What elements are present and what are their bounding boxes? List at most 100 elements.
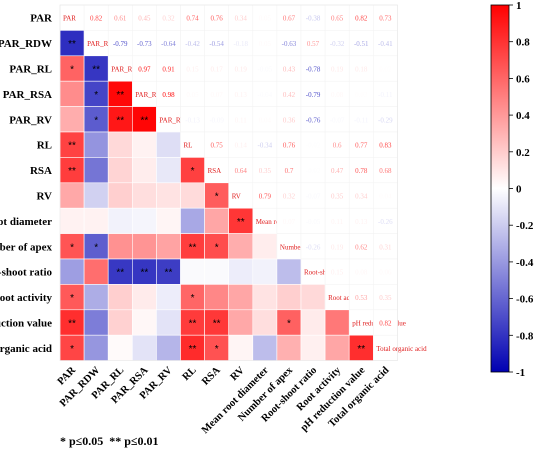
correlation-value: -0.79: [113, 40, 128, 48]
value-cell: [324, 4, 350, 31]
heatmap-cell: [107, 182, 133, 209]
significance-mark: **: [68, 319, 76, 330]
significance-mark: **: [116, 115, 124, 126]
correlation-value: 0.05: [186, 91, 199, 99]
colorbar-tick-label: -0.2: [516, 220, 534, 232]
correlation-value: 0.7: [285, 167, 294, 175]
row-label: RV: [36, 191, 52, 203]
heatmap-cell: [228, 284, 254, 311]
value-cell: [373, 233, 398, 260]
value-cell: [252, 131, 278, 158]
diagonal-label: PAR_RV: [159, 116, 185, 124]
heatmap-cell: [204, 309, 230, 336]
row-label: PAR_RL: [9, 64, 52, 76]
correlation-value: 0.73: [379, 15, 392, 23]
heatmap-cell: [180, 182, 205, 209]
correlation-value: 0.32: [283, 193, 296, 201]
column-label: RV: [229, 365, 248, 384]
heatmap-cell: [276, 334, 302, 361]
heatmap-cell: [132, 309, 157, 336]
heatmap-cell: [228, 309, 254, 336]
correlation-value: 0.07: [211, 91, 224, 99]
value-cell: [107, 30, 133, 57]
correlation-value: -0.04: [258, 91, 273, 99]
significance-mark: *: [94, 242, 98, 253]
correlation-value: -0.51: [354, 40, 369, 48]
heatmap-cell: [83, 309, 109, 336]
diagonal-cell: [348, 309, 374, 336]
heatmap-cell: [59, 182, 85, 209]
value-cell: [180, 106, 205, 133]
heatmap-cell: [83, 157, 109, 184]
heatmap-cell: [107, 157, 133, 184]
diagonal-label: Total organic acid: [376, 345, 427, 353]
value-cell: [228, 4, 254, 31]
row-label: PAR_RDW: [0, 38, 52, 50]
value-cell: [132, 30, 157, 57]
correlation-value: 0.34: [235, 15, 248, 23]
correlation-value: 0.19: [331, 243, 344, 251]
correlation-value: -0.11: [354, 116, 369, 124]
correlation-value: -0.78: [306, 66, 321, 74]
diagonal-label: PAR_RSA: [135, 91, 165, 99]
diagonal-cell: [204, 157, 229, 184]
heatmap-cell: [300, 309, 326, 336]
correlation-value: 0.15: [186, 66, 199, 74]
correlation-value: 0.67: [283, 15, 296, 23]
correlation-value: -0.63: [282, 40, 297, 48]
correlation-value: -0.07: [330, 116, 345, 124]
correlation-value: 0.15: [331, 269, 344, 277]
heatmap-cell: [107, 131, 133, 158]
correlation-value: 0.08: [331, 91, 344, 99]
significance-mark: *: [191, 166, 195, 177]
diagonal-cell: [156, 106, 181, 133]
value-cell: [373, 80, 398, 107]
correlation-value: 0.97: [138, 66, 151, 74]
heatmap-cell: [83, 80, 109, 107]
heatmap-cell: [107, 80, 133, 107]
correlation-value: -0.26: [378, 218, 393, 226]
correlation-value: 0.53: [355, 294, 368, 302]
heatmap-cell: [156, 309, 181, 336]
heatmap-cell: [204, 233, 230, 260]
correlation-value: -0.05: [306, 218, 321, 226]
value-cell: [276, 106, 302, 133]
value-cell: [373, 207, 398, 234]
correlation-value: -0.05: [258, 66, 273, 74]
diagonal-label: RV: [232, 193, 241, 201]
heatmap-cell: [132, 131, 157, 158]
heatmap-cell: [132, 334, 157, 361]
diagonal-label: PAR_RL: [111, 66, 136, 74]
correlation-value: 0.14: [235, 142, 248, 150]
value-cell: [373, 284, 398, 311]
heatmap-cell: [156, 131, 181, 158]
significance-mark: **: [116, 268, 124, 279]
heatmap-cell: [59, 284, 85, 311]
row-label: Root activity: [0, 292, 52, 304]
value-cell: [373, 106, 398, 133]
value-cell: [324, 80, 350, 107]
value-cell: [300, 55, 326, 82]
row-label: PAR: [30, 13, 53, 25]
correlation-value: 0.78: [355, 167, 368, 175]
value-cell: [204, 55, 229, 82]
heatmap-cell: [180, 207, 205, 234]
row-label: PAR_RSA: [3, 89, 52, 101]
significance-mark: **: [189, 242, 197, 253]
value-cell: [252, 157, 278, 184]
value-cell: [228, 157, 254, 184]
correlation-value: -0.29: [378, 116, 393, 124]
heatmap-cell: [228, 334, 254, 361]
heatmap-cell: [228, 258, 254, 285]
heatmap-cell: [228, 233, 254, 260]
grid-border: [59, 4, 398, 361]
value-cell: [252, 30, 278, 57]
value-cell: [348, 157, 374, 184]
correlation-value: 0.82: [355, 15, 368, 23]
heatmap-cell: [180, 157, 205, 184]
heatmap-cell: [252, 334, 278, 361]
correlation-value: 0.82: [379, 320, 392, 328]
colorbar-tick-label: -0.8: [516, 330, 534, 342]
correlation-value: 0.43: [283, 66, 296, 74]
